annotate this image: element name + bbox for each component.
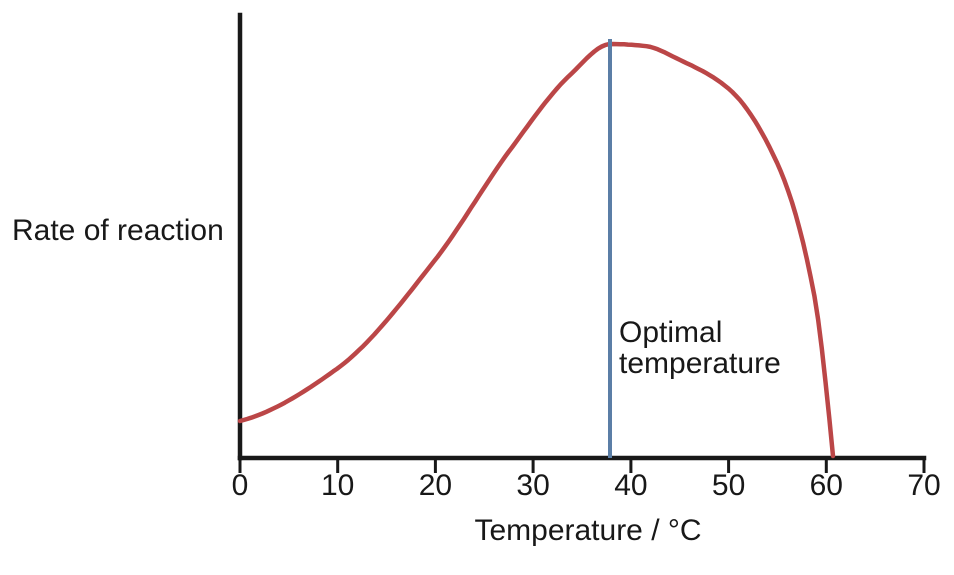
svg-text:60: 60 (810, 469, 843, 502)
svg-text:30: 30 (516, 469, 549, 502)
svg-text:Rate of reaction: Rate of reaction (12, 214, 224, 247)
svg-text:70: 70 (907, 469, 940, 502)
svg-text:temperature: temperature (619, 347, 781, 380)
svg-text:40: 40 (614, 469, 647, 502)
svg-text:50: 50 (712, 469, 745, 502)
svg-text:Temperature / °C: Temperature / °C (474, 514, 701, 547)
svg-text:0: 0 (232, 469, 249, 502)
svg-text:20: 20 (419, 469, 452, 502)
svg-text:Optimal: Optimal (619, 316, 722, 349)
svg-text:10: 10 (321, 469, 354, 502)
